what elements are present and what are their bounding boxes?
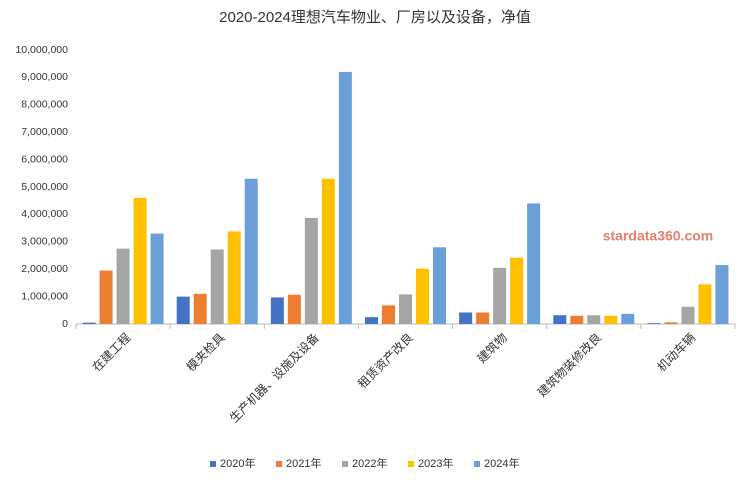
bar [433, 247, 446, 324]
bar [664, 322, 678, 324]
bar [365, 317, 378, 324]
bar [116, 248, 130, 324]
y-tick-label: 5,000,000 [21, 181, 68, 193]
bar [287, 294, 301, 324]
bar [681, 306, 695, 324]
bar [553, 315, 567, 324]
bar [150, 233, 164, 324]
bar [338, 71, 352, 324]
legend-label: 2021年 [286, 456, 321, 470]
y-tick-label: 0 [62, 318, 68, 330]
legend-swatch [276, 461, 282, 467]
legend-swatch [342, 461, 348, 467]
bar [587, 315, 601, 324]
watermark: stardata360.com [603, 228, 714, 244]
y-tick-label: 2,000,000 [21, 263, 68, 275]
bar [416, 268, 429, 324]
x-tick-label: 租赁资产改良 [354, 330, 416, 392]
bar [304, 217, 318, 324]
x-tick-label: 模夹检具 [183, 330, 228, 375]
y-tick-label: 9,000,000 [21, 71, 68, 83]
bar [244, 178, 258, 324]
y-tick-label: 8,000,000 [21, 99, 68, 111]
bar [193, 293, 207, 324]
bar [715, 265, 729, 324]
bar [459, 312, 473, 324]
bar [270, 297, 284, 324]
bar [604, 315, 618, 324]
bar [210, 249, 224, 324]
legend-swatch [210, 461, 216, 467]
chart-title: 2020-2024理想汽车物业、厂房以及设备，净值 [219, 9, 531, 26]
legend-label: 2023年 [418, 456, 453, 470]
legend-label: 2020年 [220, 456, 255, 470]
bar [399, 294, 412, 324]
bar [621, 313, 635, 324]
legend-label: 2022年 [352, 456, 387, 470]
bar [698, 284, 712, 324]
bar [82, 322, 96, 324]
bar [133, 197, 147, 324]
legend-label: 2024年 [484, 456, 519, 470]
legend-swatch [474, 461, 480, 467]
x-tick-label: 建筑物 [474, 330, 510, 366]
bar [227, 231, 241, 324]
legend-swatch [408, 461, 414, 467]
y-tick-label: 10,000,000 [15, 44, 68, 56]
bar [382, 305, 395, 324]
y-tick-label: 4,000,000 [21, 208, 68, 220]
x-tick-label: 建筑物装修改良 [534, 330, 604, 400]
x-tick-label: 机动车辆 [654, 330, 699, 375]
y-tick-label: 1,000,000 [21, 290, 68, 302]
y-tick-label: 7,000,000 [21, 126, 68, 138]
bar [176, 296, 190, 324]
bar [510, 257, 524, 324]
y-tick-label: 6,000,000 [21, 153, 68, 165]
bar [647, 323, 661, 324]
bar [321, 178, 335, 324]
bar [570, 315, 584, 324]
x-tick-label: 生产机器、设施及设备 [227, 330, 322, 425]
x-tick-label: 在建工程 [89, 330, 134, 375]
y-tick-label: 3,000,000 [21, 236, 68, 248]
bar [493, 267, 507, 324]
bar [99, 270, 113, 324]
bar [527, 203, 541, 324]
bar [476, 312, 490, 324]
